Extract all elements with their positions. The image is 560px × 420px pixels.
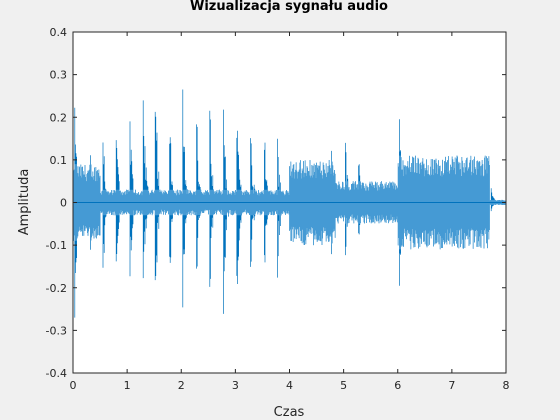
y-tick-label: 0.2 — [50, 111, 68, 124]
x-axis-label: Czas — [274, 405, 305, 420]
y-tick-label: 0 — [60, 197, 67, 210]
x-tick-label: 4 — [286, 379, 293, 392]
y-tick-label: -0.2 — [46, 282, 67, 295]
x-tick-label: 0 — [70, 379, 77, 392]
y-axis-label: Amplituda — [17, 169, 32, 236]
y-tick-label: -0.4 — [46, 367, 67, 380]
x-tick-label: 3 — [232, 379, 239, 392]
x-tick-label: 6 — [394, 379, 401, 392]
x-tick-label: 8 — [503, 379, 510, 392]
y-tick-label: 0.1 — [50, 154, 68, 167]
y-tick-label: 0.4 — [50, 26, 68, 39]
x-tick-label: 7 — [448, 379, 455, 392]
y-tick-label: -0.3 — [46, 324, 67, 337]
y-tick-label: -0.1 — [46, 239, 67, 252]
x-tick-label: 2 — [178, 379, 185, 392]
chart-title: Wizualizacja sygnału audio — [190, 0, 388, 14]
axis-ticks: 0 1 2 3 4 5 6 7 8 0.4 0.3 0.2 0.1 0 -0.1 -0.2 -0.3 -0.4 — [46, 26, 510, 392]
x-tick-label: 5 — [340, 379, 347, 392]
y-tick-label: 0.3 — [50, 69, 68, 82]
x-tick-label: 1 — [124, 379, 131, 392]
